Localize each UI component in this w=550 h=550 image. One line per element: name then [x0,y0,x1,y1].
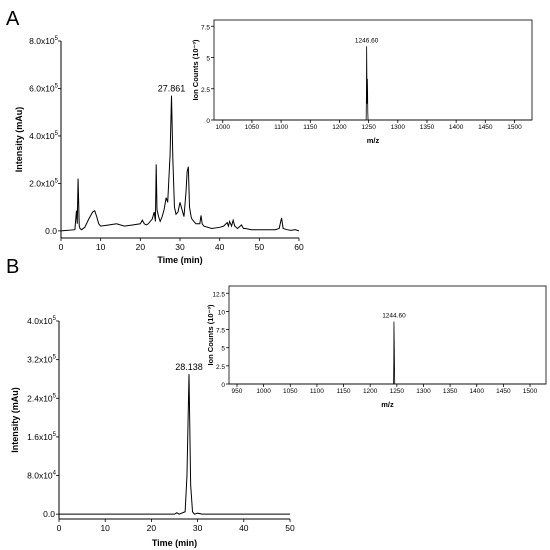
x-tick-label: 1300 [391,124,406,131]
x-tick-label: 950 [232,388,243,395]
y-tick-label: 5 [206,56,210,63]
y-tick-label: 2.5 [216,364,225,371]
x-tick-label: 20 [147,523,157,533]
y-axis-title: Ion Counts (10⁻³) [206,304,215,366]
y-tick-label: 7.5 [216,328,225,335]
chart-a-chrom: 0 10 20 30 40 50 600.02.0x1054.0x1056.0x1058.0… [14,36,304,265]
chart-a-ms: 1000 1050 1100 1150 1200 1250 1300 1350 1400 1450… [191,19,533,145]
x-tick-label: 1050 [245,124,260,131]
y-tick-label: 2.5 [201,87,210,94]
x-tick-label: 10 [96,242,106,252]
x-tick-label: 60 [294,242,304,252]
y-tick-label: 6.0x105 [29,83,59,93]
y-tick-label: 5 [221,346,225,353]
y-tick-label: 8.0x104 [27,471,57,481]
x-tick-label: 1450 [478,124,493,131]
y-tick-label: 1.6x105 [27,432,57,442]
x-tick-label: 1250 [390,388,405,395]
panel-label-b: B [6,256,19,278]
x-tick-label: 1000 [256,388,271,395]
y-axis-title: Intensity (mAu) [10,387,20,453]
x-tick-label: 1250 [361,124,376,131]
y-axis-title: Ion Counts (10⁻³) [191,39,200,101]
y-tick-label: 7.5 [201,24,210,31]
peak-label: 27.861 [158,84,186,94]
x-tick-label: 30 [193,523,203,533]
y-tick-label: 4.0x105 [29,131,59,141]
y-tick-label: 10 [218,309,226,316]
charts-group: 0 10 20 30 40 50 600.02.0x1054.0x1056.0x1058.0… [10,19,547,548]
x-tick-label: 1500 [507,124,522,131]
x-axis-title: Time (min) [157,255,202,265]
plot-frame [213,19,533,121]
y-tick-label: 2.4x105 [27,393,57,403]
x-tick-label: 1200 [363,388,378,395]
x-tick-label: 1350 [420,124,435,131]
x-tick-label: 40 [239,523,249,533]
x-tick-label: 1300 [416,388,431,395]
y-axis-title: Intensity (mAu) [14,107,24,173]
x-tick-label: 1000 [216,124,231,131]
x-tick-label: 20 [136,242,146,252]
x-tick-label: 1500 [523,388,538,395]
chart-b-ms: 950 1000 1050 1100 1150 1200 1250 1300 1350 1400 1… [206,285,547,409]
series-trace [229,321,546,385]
x-tick-label: 1100 [274,124,288,131]
series-trace [59,374,290,515]
y-tick-label: 2.0x105 [29,178,59,188]
x-tick-label: 1100 [310,388,324,395]
y-tick-label: 3.2x105 [27,355,57,365]
panel-label-a: A [6,8,20,30]
x-axis-title: Time (min) [152,538,197,548]
y-tick-label: 0.0 [43,509,55,519]
x-tick-label: 10 [100,523,110,533]
plot-frame [228,285,547,385]
x-tick-label: 0 [57,523,62,533]
x-tick-label: 1450 [496,388,511,395]
x-tick-label: 1400 [449,124,464,131]
y-tick-label: 0 [221,382,225,389]
x-tick-label: 30 [175,242,185,252]
x-tick-label: 0 [59,242,64,252]
x-tick-label: 1200 [332,124,347,131]
y-tick-label: 0 [206,118,210,125]
x-axis-title: m/z [381,400,394,409]
peak-label: 1244.60 [382,313,406,320]
x-tick-label: 1050 [283,388,298,395]
chart-b-chrom: 0 10 20 30 40 500.08.0x1041.6x1052.4x1053.2x1… [10,316,295,548]
y-tick-label: 8.0x105 [29,36,59,46]
x-tick-label: 1350 [443,388,458,395]
x-tick-label: 1150 [337,388,351,395]
x-tick-label: 40 [215,242,225,252]
x-tick-label: 50 [255,242,265,252]
peak-label: 28.138 [175,362,203,372]
x-tick-label: 50 [285,523,295,533]
x-tick-label: 1400 [470,388,485,395]
series-trace [214,46,532,121]
x-axis-title: m/z [367,136,380,145]
y-tick-label: 4.0x105 [27,316,57,326]
y-tick-label: 0.0 [45,226,57,236]
y-tick-label: 12.5 [212,291,225,298]
series-trace [60,95,300,232]
x-tick-label: 1150 [303,124,317,131]
peak-label: 1246.60 [355,37,379,44]
